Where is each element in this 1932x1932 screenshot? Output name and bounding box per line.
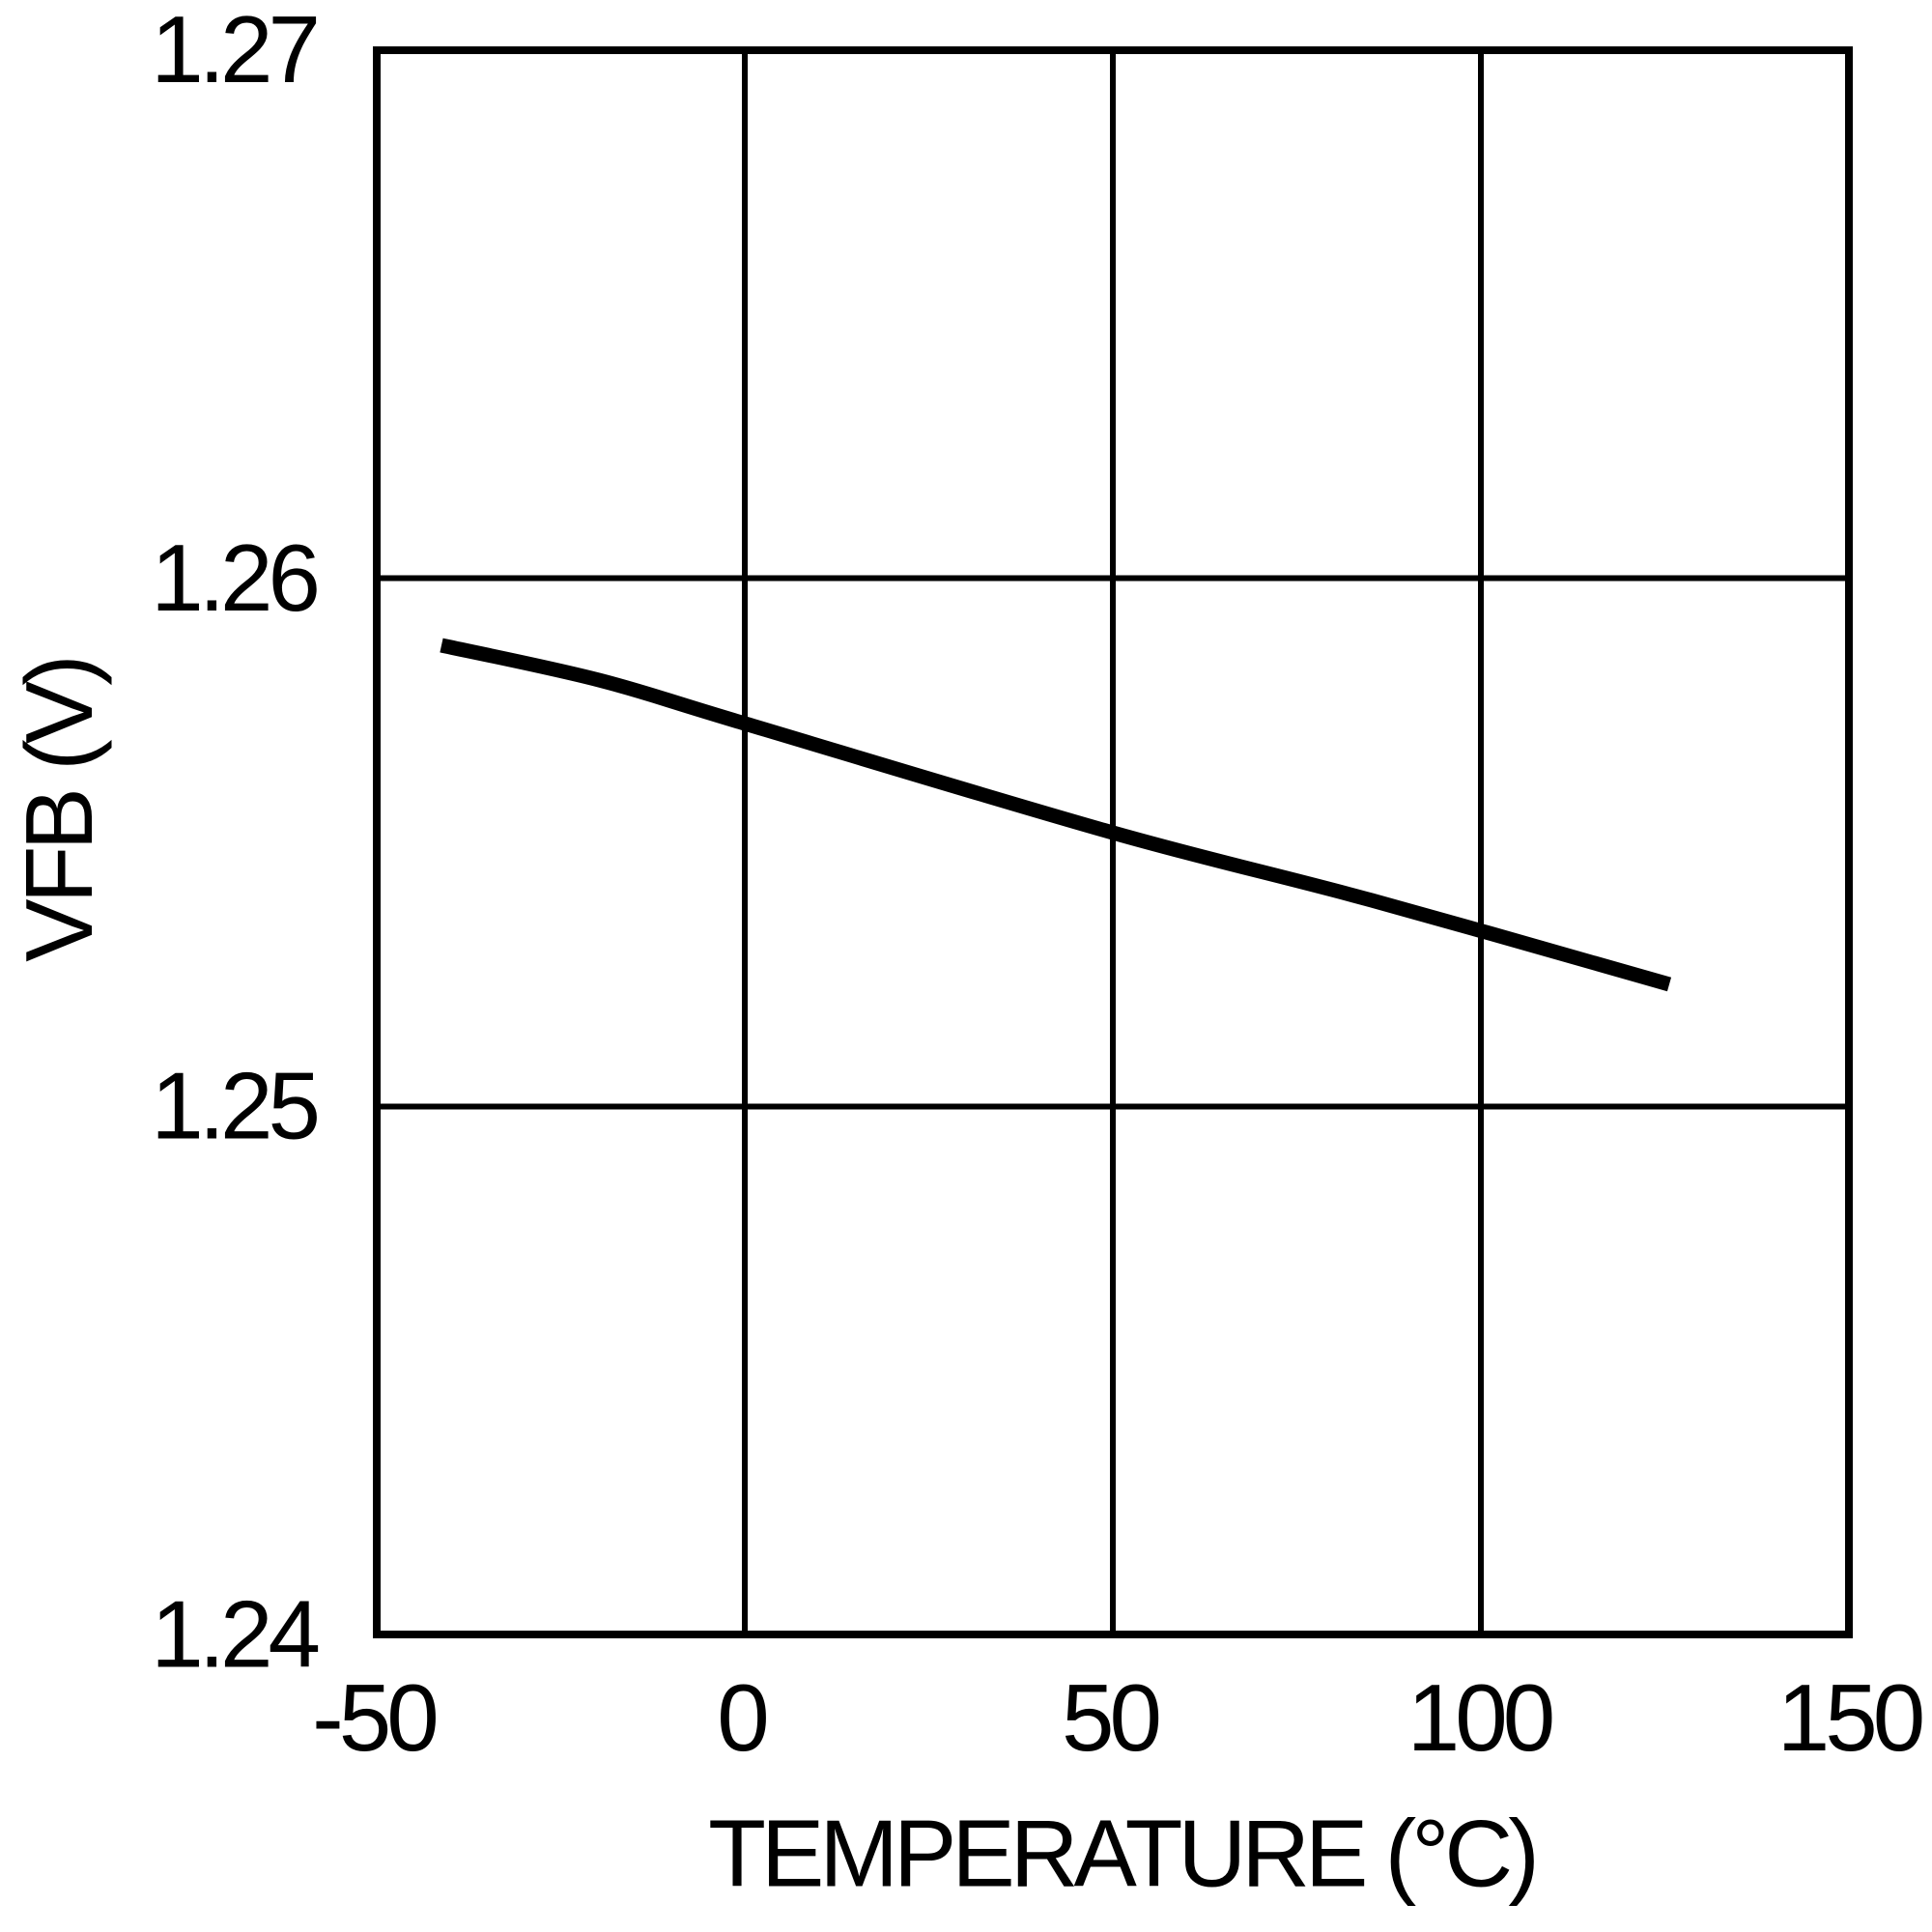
svg-text:100: 100 (1407, 1664, 1552, 1771)
svg-text:VFB (V): VFB (V) (6, 659, 112, 961)
svg-text:1.27: 1.27 (151, 0, 316, 102)
svg-text:1.25: 1.25 (151, 1053, 317, 1159)
svg-text:-50: -50 (312, 1664, 436, 1771)
svg-text:1.24: 1.24 (151, 1581, 318, 1688)
svg-text:150: 150 (1777, 1664, 1922, 1771)
svg-text:TEMPERATURE (°C): TEMPERATURE (°C) (708, 1801, 1535, 1907)
svg-text:0: 0 (717, 1664, 766, 1771)
svg-text:1.26: 1.26 (151, 525, 317, 631)
svg-text:50: 50 (1062, 1664, 1159, 1771)
